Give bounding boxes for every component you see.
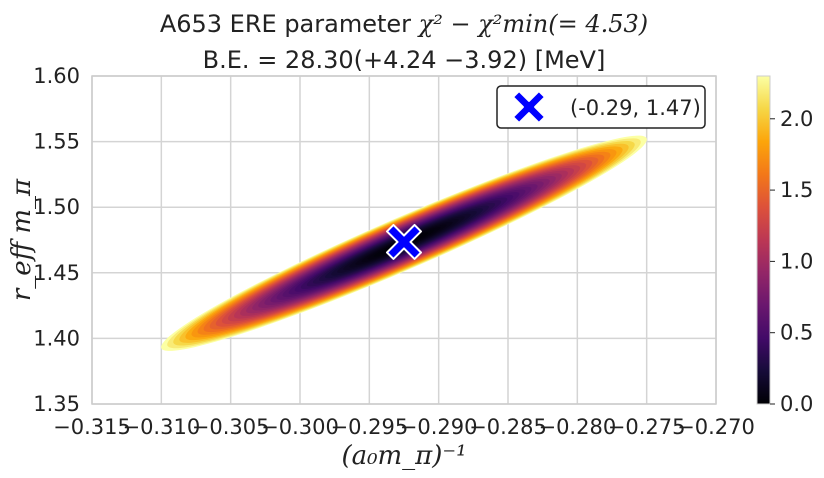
x-tick-label: −0.290	[400, 415, 478, 439]
y-tick-label: 1.40	[33, 326, 80, 350]
y-tick-label: 1.60	[33, 64, 80, 88]
colorbar-tick-label: 1.5	[780, 178, 813, 202]
x-tick-label: −0.275	[608, 415, 686, 439]
x-tick-label: −0.305	[192, 415, 270, 439]
x-tick-label: −0.285	[469, 415, 547, 439]
legend-label: (-0.29, 1.47)	[570, 96, 701, 120]
x-axis-label: (a₀m_π)⁻¹	[341, 441, 466, 471]
best-fit-marker	[386, 223, 422, 260]
colorbar-tick-label: 0.0	[780, 392, 813, 416]
legend-marker-icon	[512, 90, 546, 124]
colorbar: 0.0 0.5 1.0 1.5 2.0	[756, 75, 813, 416]
colorbar-tick-label: 2.0	[780, 107, 813, 131]
x-tick-label: −0.295	[330, 415, 408, 439]
chart-title-line1: A653 ERE parameter χ² − χ²min(= 4.53)	[160, 10, 648, 38]
legend-box	[496, 85, 706, 129]
y-tick-label: 1.35	[33, 392, 80, 416]
colorbar-gradient	[756, 75, 771, 405]
x-marker-shape	[512, 90, 546, 124]
x-marker-shape	[386, 223, 422, 260]
chart-title-line2: B.E. = 28.30(+4.24 −3.92) [MeV]	[203, 46, 606, 74]
colorbar-tick-labels: 0.0 0.5 1.0 1.5 2.0	[770, 107, 813, 416]
x-tick-label: −0.300	[261, 415, 339, 439]
y-tick-label: 1.45	[33, 261, 80, 285]
x-tick-label: −0.310	[122, 415, 200, 439]
y-tick-label: 1.55	[33, 130, 80, 154]
x-tick-label: −0.270	[677, 415, 755, 439]
plot-frame	[91, 75, 717, 405]
y-tick-labels: 1.35 1.40 1.45 1.50 1.55 1.60	[33, 64, 80, 416]
y-tick-label: 1.50	[33, 195, 80, 219]
x-tick-labels: −0.315−0.310−0.305−0.300−0.295−0.290−0.2…	[53, 415, 755, 439]
colorbar-tick-label: 0.5	[780, 321, 813, 345]
y-axis-label: r_eff m_π	[7, 178, 37, 301]
colorbar-tick-label: 1.0	[780, 249, 813, 273]
legend: (-0.29, 1.47)	[496, 85, 706, 129]
x-tick-label: −0.315	[53, 415, 131, 439]
x-tick-label: −0.280	[538, 415, 616, 439]
